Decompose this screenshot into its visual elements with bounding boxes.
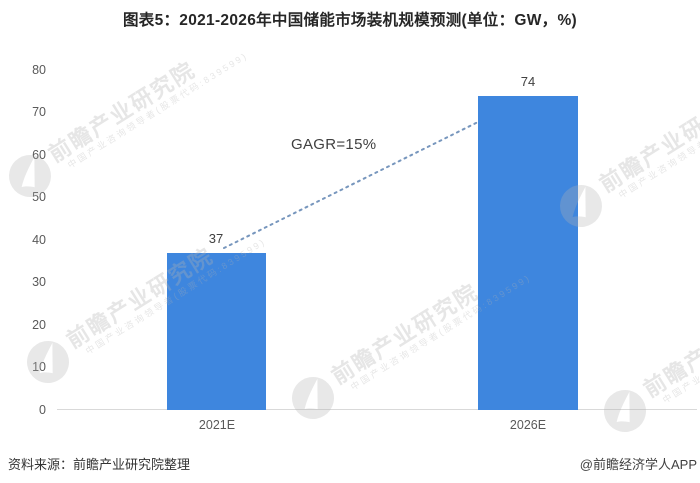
cagr-annotation: GAGR=15% xyxy=(291,136,377,153)
y-axis-tick-label: 40 xyxy=(32,233,46,247)
source-note: 资料来源：前瞻产业研究院整理 xyxy=(8,457,191,472)
bar-2021e xyxy=(167,252,266,410)
x-axis-line xyxy=(57,409,697,410)
x-axis-label-2021e: 2021E xyxy=(198,418,236,432)
chart-title: 图表5：2021-2026年中国储能市场装机规模预测(单位：GW，%) xyxy=(122,12,578,29)
y-axis-tick-label: 80 xyxy=(32,63,46,77)
bar-value-label-2021e: 37 xyxy=(208,230,224,246)
bar-value-label-2026e: 74 xyxy=(520,73,536,89)
bar-2026e xyxy=(478,95,578,410)
y-axis-tick-label: 10 xyxy=(32,360,46,374)
y-axis-tick-label: 0 xyxy=(39,403,46,417)
y-axis-tick-label: 30 xyxy=(32,275,46,289)
credit-note: @前瞻经济学人APP xyxy=(579,457,697,472)
x-axis-label-2026e: 2026E xyxy=(509,418,547,432)
y-axis-tick-label: 60 xyxy=(32,148,46,162)
y-axis-tick-label: 20 xyxy=(32,318,46,332)
y-axis-tick-label: 50 xyxy=(32,190,46,204)
y-axis-tick-label: 70 xyxy=(32,105,46,119)
